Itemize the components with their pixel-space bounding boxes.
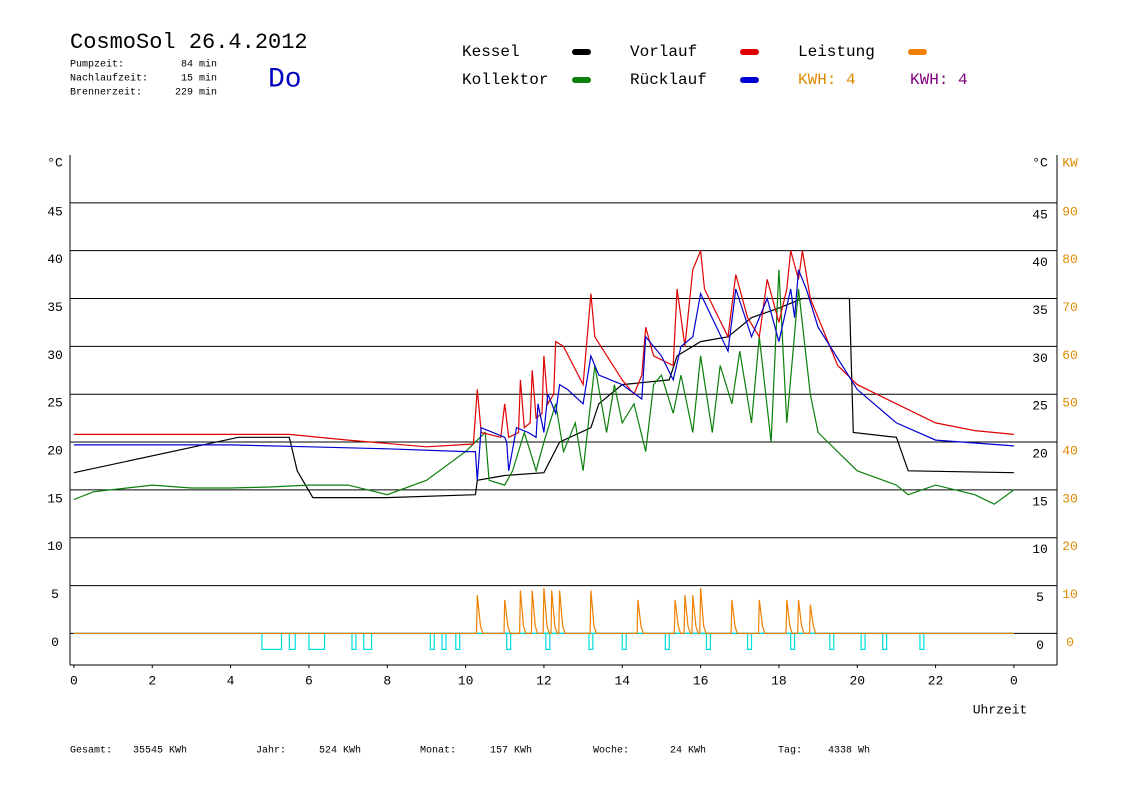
y2-tick-label: 90 bbox=[1062, 204, 1078, 219]
legend-label: Kollektor bbox=[462, 71, 548, 89]
stat-value: 15 min bbox=[181, 73, 217, 85]
x-tick-label: 8 bbox=[383, 673, 391, 688]
y2-tick-label: 50 bbox=[1062, 396, 1078, 411]
y-axis-label: °C bbox=[47, 155, 63, 170]
legend-label: Kessel bbox=[462, 43, 520, 61]
weekday: Do bbox=[268, 64, 302, 95]
y2-axis-label: KW bbox=[1062, 155, 1078, 170]
y-tick-label: 40 bbox=[47, 252, 63, 267]
legend-label: Leistung bbox=[798, 43, 875, 61]
footer-value: 35545 KWh bbox=[133, 745, 187, 757]
y2-tick-label: 60 bbox=[1062, 348, 1078, 363]
stat-label: Brennerzeit: bbox=[70, 87, 142, 99]
series-line bbox=[73, 269, 1015, 505]
y-tick-label-right: 40 bbox=[1032, 255, 1048, 270]
footer-label: Woche: bbox=[593, 745, 629, 757]
footer-value: 24 KWh bbox=[670, 745, 706, 757]
x-tick-label: 18 bbox=[771, 673, 787, 688]
footer-value: 4338 Wh bbox=[828, 745, 870, 757]
y-tick-label-right: 45 bbox=[1032, 207, 1048, 222]
y-tick-label-right: 35 bbox=[1032, 303, 1048, 318]
y-tick-label-right: 25 bbox=[1032, 399, 1048, 414]
annotation: KWH: 4 bbox=[910, 71, 968, 89]
y-tick-label-right: 20 bbox=[1032, 446, 1048, 461]
footer-label: Jahr: bbox=[256, 745, 286, 757]
series-line bbox=[73, 250, 1014, 448]
y-tick-label: 45 bbox=[47, 204, 63, 219]
x-tick-label: 14 bbox=[614, 673, 630, 688]
footer-value: 157 KWh bbox=[490, 745, 532, 757]
stat-value: 229 min bbox=[175, 87, 217, 99]
x-axis-label: Uhrzeit bbox=[973, 702, 1028, 717]
y-tick-label: 5 bbox=[51, 587, 59, 602]
y-tick-label: 35 bbox=[47, 300, 63, 315]
pump-interval bbox=[545, 632, 551, 651]
y-tick-label: 0 bbox=[51, 635, 59, 650]
x-tick-label: 0 bbox=[1010, 673, 1018, 688]
y-tick-label-right: 5 bbox=[1036, 590, 1044, 605]
x-tick-label: 10 bbox=[458, 673, 474, 688]
x-tick-label: 2 bbox=[148, 673, 156, 688]
y-tick-label: 10 bbox=[47, 539, 63, 554]
y-tick-label-right: 15 bbox=[1032, 494, 1048, 509]
y-tick-label: 20 bbox=[47, 443, 63, 458]
y2-tick-label: 20 bbox=[1062, 539, 1078, 554]
pump-interval bbox=[588, 632, 594, 651]
y-tick-label-right: 10 bbox=[1032, 542, 1048, 557]
y2-tick-label: 0 bbox=[1066, 635, 1074, 650]
x-tick-label: 20 bbox=[849, 673, 865, 688]
x-tick-label: 6 bbox=[305, 673, 313, 688]
y2-tick-label: 30 bbox=[1062, 491, 1078, 506]
y-tick-label-right: 30 bbox=[1032, 351, 1048, 366]
series-line bbox=[73, 269, 1014, 481]
y2-tick-label: 80 bbox=[1062, 252, 1078, 267]
stat-label: Nachlaufzeit: bbox=[70, 73, 148, 85]
y-tick-label-right: 0 bbox=[1036, 638, 1044, 653]
y-tick-label: 15 bbox=[47, 491, 63, 506]
annotation: KWH: 4 bbox=[798, 71, 856, 89]
title: CosmoSol 26.4.2012 bbox=[70, 30, 308, 55]
series-line bbox=[73, 587, 1014, 634]
y-tick-label: 25 bbox=[47, 396, 63, 411]
pump-interval bbox=[506, 632, 512, 651]
y2-tick-label: 70 bbox=[1062, 300, 1078, 315]
x-tick-label: 16 bbox=[693, 673, 709, 688]
y-axis-label-right: °C bbox=[1032, 155, 1048, 170]
y2-tick-label: 40 bbox=[1062, 443, 1078, 458]
stat-value: 84 min bbox=[181, 59, 217, 71]
legend-label: Vorlauf bbox=[630, 43, 697, 61]
x-tick-label: 0 bbox=[70, 673, 78, 688]
y2-tick-label: 10 bbox=[1062, 587, 1078, 602]
x-tick-label: 4 bbox=[227, 673, 235, 688]
x-tick-label: 12 bbox=[536, 673, 552, 688]
footer-label: Gesamt: bbox=[70, 746, 112, 757]
footer-label: Monat: bbox=[420, 746, 456, 757]
footer-label: Tag: bbox=[778, 746, 802, 757]
legend-label: Rücklauf bbox=[630, 71, 707, 89]
footer-value: 524 KWh bbox=[319, 745, 361, 757]
y-tick-label: 30 bbox=[47, 348, 63, 363]
x-tick-label: 22 bbox=[928, 673, 944, 688]
stat-label: Pumpzeit: bbox=[70, 59, 124, 71]
